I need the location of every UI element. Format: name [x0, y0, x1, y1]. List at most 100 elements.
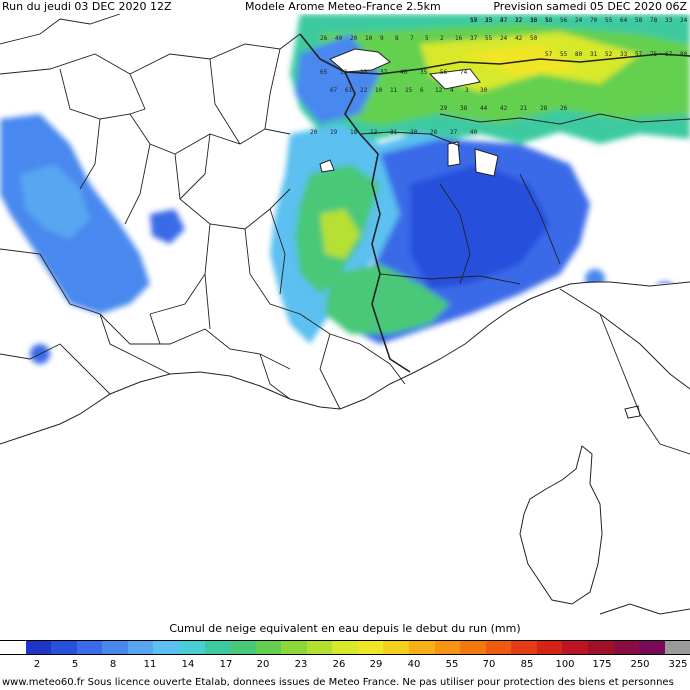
value-label: 56 [560, 17, 568, 24]
value-label: 25 [485, 17, 493, 24]
value-label: 57 [545, 51, 553, 58]
value-label: 38 [460, 105, 468, 112]
value-label: 80 [575, 51, 583, 58]
value-label: 28 [430, 129, 438, 136]
legend-swatch [281, 641, 307, 654]
corsica [519, 445, 603, 605]
legend-swatch [409, 641, 435, 654]
legend-title: Cumul de neige equivalent en eau depuis … [169, 622, 521, 635]
legend-tick-label: 26 [332, 659, 346, 670]
value-label: 37 [500, 17, 508, 24]
legend-swatch [357, 641, 384, 654]
legend-swatch [383, 641, 409, 654]
value-label: 74 [460, 69, 468, 76]
value-label: 67 [330, 87, 338, 94]
forecast-label: Prevision samedi 05 DEC 2020 06Z [493, 0, 687, 13]
value-label: 22 [515, 17, 523, 24]
legend-tick-label: 8 [109, 659, 117, 670]
legend-swatch [204, 641, 231, 654]
value-label: 19 [330, 129, 338, 136]
value-label: 36 [530, 17, 538, 24]
value-label: 29 [440, 105, 448, 112]
legend-tick-label: 325 [668, 659, 688, 670]
legend-swatch [178, 641, 205, 654]
legend-swatch [102, 641, 128, 654]
legend-swatch [255, 641, 282, 654]
legend-tick-label: 100 [555, 659, 575, 670]
legend-swatch [511, 641, 537, 654]
legend-tick-label: 85 [520, 659, 534, 670]
value-label: 47 [500, 17, 508, 24]
value-label: 13 [340, 69, 348, 76]
legend-tick-label: 40 [407, 659, 421, 670]
legend-tick-label: 5 [71, 659, 79, 670]
legend-swatch [639, 641, 665, 654]
value-label: 18 [350, 129, 358, 136]
legend-swatch [153, 641, 179, 654]
legend-swatch [485, 641, 512, 654]
model-label: Modele Arome Meteo-France 2.5km [245, 0, 441, 13]
value-label: 55 [485, 35, 493, 42]
value-label: 44 [480, 105, 488, 112]
value-label: 57 [635, 51, 643, 58]
value-label: 56 [440, 69, 448, 76]
legend-tick-label: 70 [482, 659, 496, 670]
legend-tick-label: 17 [219, 659, 233, 670]
value-label: 61 [345, 87, 353, 94]
value-label: 9 [380, 35, 384, 42]
legend-swatch [587, 641, 614, 654]
value-label: 33 [620, 51, 628, 58]
legend-swatch [0, 641, 26, 654]
value-label: 67 [665, 51, 673, 58]
value-label: 23 [360, 69, 368, 76]
value-label: 21 [520, 105, 528, 112]
value-label: 42 [515, 35, 523, 42]
value-label: 24 [680, 17, 688, 24]
value-label: 64 [620, 17, 628, 24]
value-label: 57 [470, 17, 478, 24]
value-label: 55 [560, 51, 568, 58]
legend-colorbar [0, 640, 690, 655]
value-label: 22 [360, 87, 368, 94]
value-label: 16 [455, 35, 463, 42]
legend-swatch [51, 641, 77, 654]
value-label: 33 [665, 17, 673, 24]
value-label: 12 [370, 129, 378, 136]
legend-swatch [230, 641, 256, 654]
value-label: 3 [465, 87, 469, 94]
value-label: 26 [560, 105, 568, 112]
value-label: 50 [530, 35, 538, 42]
value-label: 8 [395, 35, 399, 42]
value-label: 40 [335, 35, 343, 42]
value-label: 10 [375, 87, 383, 94]
coastlines [0, 281, 690, 615]
value-label: 17 [515, 17, 523, 24]
value-label: 20 [350, 35, 358, 42]
value-label: 20 [310, 129, 318, 136]
value-label: 31 [590, 51, 598, 58]
legend-swatch [562, 641, 588, 654]
value-label: 78 [650, 17, 658, 24]
value-label: 7 [410, 35, 414, 42]
value-label: 19 [470, 17, 478, 24]
lakes [319, 48, 499, 177]
value-label: 30 [410, 129, 418, 136]
legend-tick-label: 250 [630, 659, 650, 670]
value-label: 11 [390, 87, 398, 94]
value-label: 31 [390, 129, 398, 136]
value-label: 70 [590, 17, 598, 24]
legend-tick-label: 29 [369, 659, 383, 670]
legend-tick-label: 23 [294, 659, 308, 670]
value-label: 4 [450, 87, 454, 94]
run-label: Run du jeudi 03 DEC 2020 12Z [2, 0, 172, 13]
value-label: 5 [545, 17, 549, 24]
borders [0, 14, 690, 455]
legend-swatch [127, 641, 154, 654]
value-label: 6 [420, 87, 424, 94]
legend-tick-label: 14 [181, 659, 195, 670]
footer-credit: www.meteo60.fr Sous licence ouverte Etal… [2, 677, 674, 688]
legend-swatch [664, 641, 690, 654]
legend-swatch [460, 641, 486, 654]
legend-tick-label: 175 [592, 659, 612, 670]
